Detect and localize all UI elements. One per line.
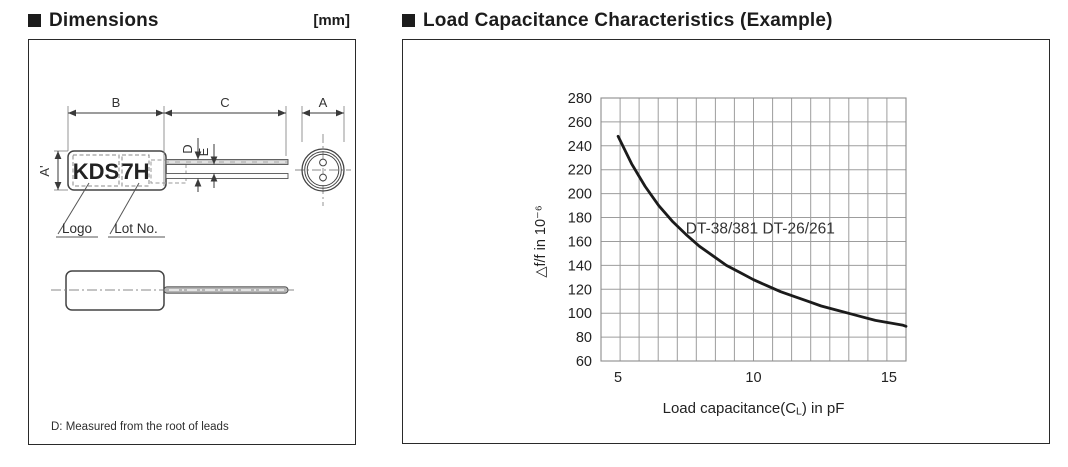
y-axis-title: △f/f in 10⁻⁶ bbox=[533, 205, 549, 277]
x-tick-label: 15 bbox=[881, 370, 897, 386]
y-tick-label: 160 bbox=[568, 235, 592, 251]
y-tick-label: 180 bbox=[568, 211, 592, 227]
dimensions-section: Dimensions [mm] KDS bbox=[28, 7, 356, 445]
load-capacitance-section: Load Capacitance Characteristics (Exampl… bbox=[402, 7, 1050, 444]
dimensions-heading-row: Dimensions [mm] bbox=[28, 7, 356, 34]
lead-bottom bbox=[165, 173, 289, 179]
lot-callout-label: Lot No. bbox=[114, 221, 158, 236]
lot-marking-text: 7H bbox=[121, 159, 149, 184]
plot-frame bbox=[600, 97, 907, 362]
y-tick-label: 80 bbox=[576, 330, 592, 346]
x-axis-title: Load capacitance(CL) in pF bbox=[663, 400, 845, 418]
chart-panel: 60 80 100 120 140 160 180 200 220 240 260 280 5 10 15 △… bbox=[402, 39, 1050, 444]
logo-callout-label: Logo bbox=[62, 221, 92, 236]
component-end-view bbox=[295, 134, 351, 206]
end-view-ring-outer bbox=[301, 148, 345, 192]
section-marker-icon bbox=[28, 14, 41, 27]
logo-leader-line bbox=[57, 182, 90, 235]
curve-series-label: DT-38/381 DT-26/261 bbox=[686, 220, 835, 237]
component-top-view: KDS 7H bbox=[67, 150, 289, 191]
end-view-lead-top bbox=[319, 158, 327, 167]
dimensions-title: Dimensions bbox=[49, 9, 159, 31]
load-capacitance-chart: 60 80 100 120 140 160 180 200 220 240 260 280 5 10 15 △… bbox=[533, 91, 908, 418]
y-tick-label: 120 bbox=[568, 282, 592, 298]
lead-root-box bbox=[150, 159, 187, 184]
marking-callouts: Logo Lot No. bbox=[56, 182, 165, 238]
dim-label-A: A bbox=[319, 95, 328, 110]
lot-marking-box bbox=[121, 154, 150, 187]
chart-title: Load Capacitance Characteristics (Exampl… bbox=[423, 9, 833, 31]
section-marker-icon bbox=[402, 14, 415, 27]
y-tick-label: 140 bbox=[568, 258, 592, 274]
component-body bbox=[67, 150, 167, 191]
y-tick-label: 240 bbox=[568, 139, 592, 155]
x-tick-label: 5 bbox=[614, 370, 622, 386]
end-view-lead-bottom bbox=[319, 173, 327, 182]
dim-label-D: D bbox=[180, 144, 195, 153]
chart-heading-row: Load Capacitance Characteristics (Exampl… bbox=[402, 7, 1050, 34]
logo-marking-text: KDS bbox=[73, 159, 119, 184]
dim-label-B: B bbox=[112, 95, 121, 110]
x-tick-label: 10 bbox=[745, 370, 761, 386]
end-view-ring-inner bbox=[306, 153, 340, 187]
dim-label-C: C bbox=[220, 95, 229, 110]
y-tick-label: 100 bbox=[568, 306, 592, 322]
end-view-ring-middle bbox=[304, 151, 342, 189]
logo-marking-box bbox=[72, 154, 120, 187]
y-tick-label: 60 bbox=[576, 354, 592, 370]
y-tick-label: 280 bbox=[568, 91, 592, 107]
dimensions-panel: KDS 7H bbox=[28, 39, 356, 445]
dimensions-drawing: KDS 7H bbox=[37, 95, 351, 433]
y-tick-label: 220 bbox=[568, 163, 592, 179]
y-tick-label: 260 bbox=[568, 115, 592, 131]
dim-label-E: E bbox=[196, 147, 211, 156]
unit-label: [mm] bbox=[313, 12, 350, 29]
y-tick-label: 200 bbox=[568, 187, 592, 203]
lot-leader-line bbox=[109, 182, 140, 235]
component-side-view bbox=[51, 270, 294, 311]
dimension-lines bbox=[54, 109, 344, 192]
dim-label-A-prime: A' bbox=[37, 165, 52, 176]
dimensions-heading: Dimensions bbox=[28, 10, 159, 32]
dimension-note: D: Measured from the root of leads bbox=[51, 421, 229, 433]
load-capacitance-curve bbox=[616, 134, 908, 328]
chart-heading: Load Capacitance Characteristics (Exampl… bbox=[402, 10, 833, 32]
